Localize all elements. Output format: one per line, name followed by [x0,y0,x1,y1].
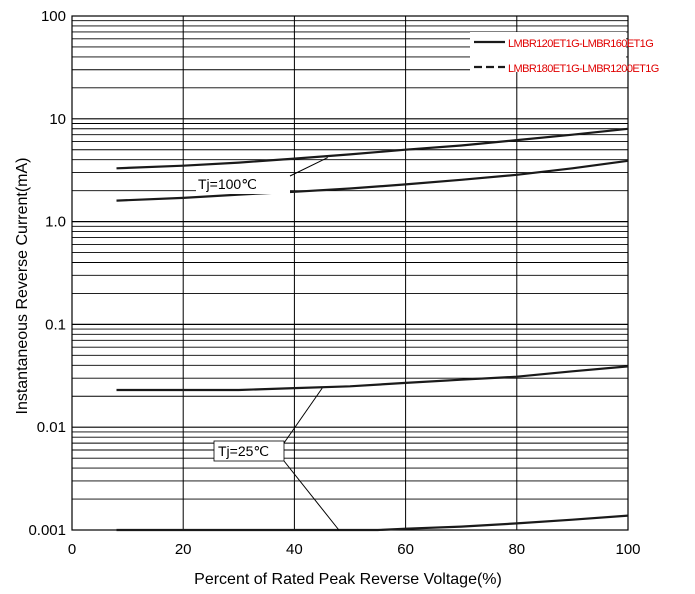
y-tick-label: 10 [49,111,66,128]
annotation-box-tj100 [196,174,290,194]
y-tick-label: 1.0 [45,214,66,231]
annotation-label-tj100: Tj=100℃ [198,176,257,192]
legend: LMBR120ET1G-LMBR160ET1G LMBR180ET1G-LMBR… [470,32,659,75]
y-tick-labels: 0.001 0.01 0.1 1.0 10 100 [28,8,66,539]
legend-label-1: LMBR180ET1G-LMBR1200ET1G [508,63,659,75]
legend-label-0: LMBR120ET1G-LMBR160ET1G [508,38,653,50]
x-tick-label: 100 [615,541,640,558]
x-axis-title: Percent of Rated Peak Reverse Voltage(%) [194,571,502,588]
x-tick-label: 0 [68,541,76,558]
series-line-1 [116,159,629,202]
y-tick-label: 100 [41,8,66,25]
annotation-label-tj25: Tj=25℃ [218,443,269,459]
annotation-leader-tj100 [289,157,328,177]
x-tick-label: 20 [175,541,192,558]
x-tick-label: 40 [286,541,303,558]
y-tick-label: 0.1 [45,316,66,333]
x-tick-labels: 0 20 40 60 80 100 [68,541,641,558]
y-tick-label: 0.01 [37,419,66,436]
grid [72,16,628,530]
annotation-leader-tj25-upper [283,387,323,444]
annotation-box-tj25 [213,440,285,462]
x-tick-label: 60 [397,541,414,558]
annotations: Tj=100℃ Tj=25℃ [196,157,340,531]
x-tick-label: 80 [508,541,525,558]
series-lines [116,127,629,532]
series-line-2 [116,365,629,392]
y-tick-label: 0.001 [28,522,66,539]
legend-background [470,32,626,72]
series-line-3 [116,514,629,532]
annotation-leader-tj25-lower [283,460,340,531]
y-axis-title: Instantaneous Reverse Current(mA) [14,158,31,415]
series-line-0 [116,127,629,170]
